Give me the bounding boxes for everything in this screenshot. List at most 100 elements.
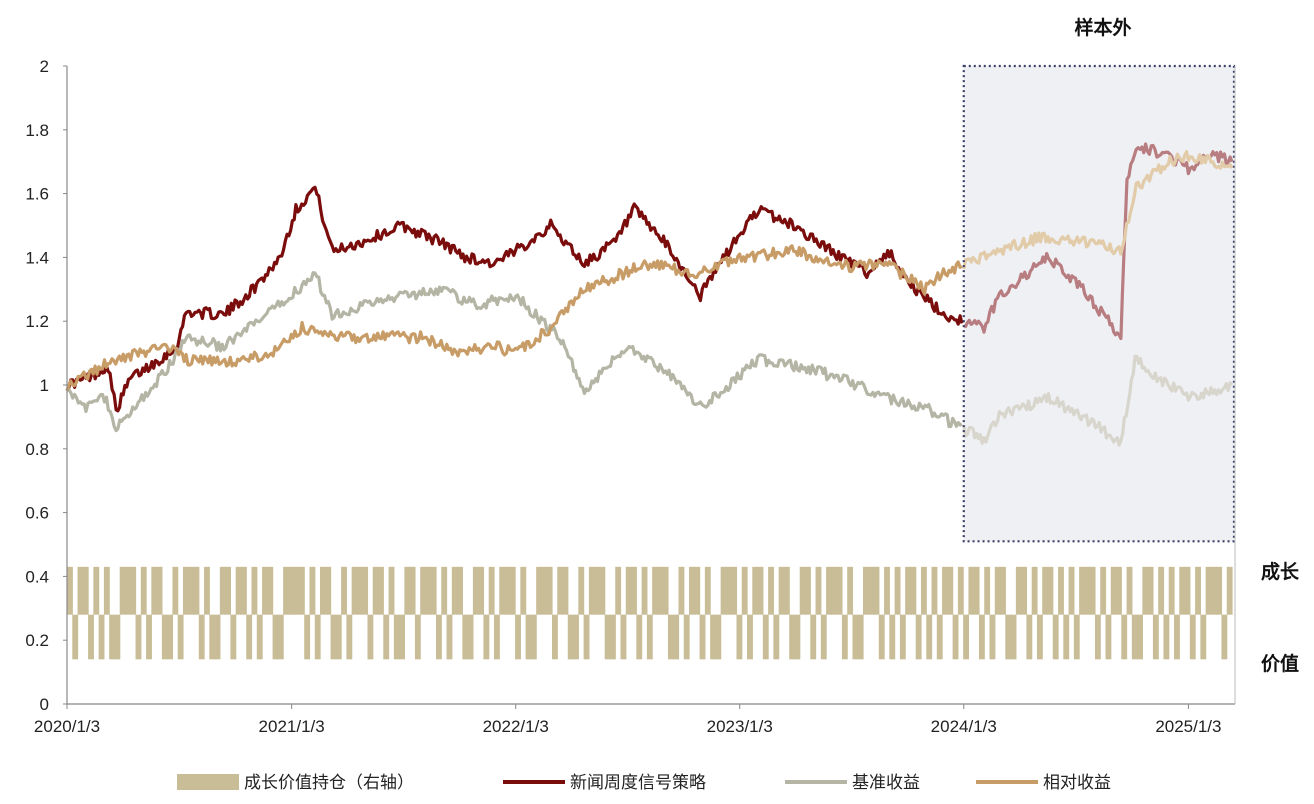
holding-bar — [551, 614, 558, 660]
holding-bar — [1147, 566, 1154, 615]
holding-bar — [978, 614, 985, 660]
holding-bar — [878, 614, 885, 660]
holding-bar — [77, 566, 84, 615]
holding-bar — [757, 566, 764, 615]
legend-label-strategy: 新闻周度信号策略 — [570, 773, 706, 793]
holding-bar — [256, 614, 263, 660]
holding-bar — [1010, 614, 1017, 660]
holding-bar — [346, 614, 353, 660]
legend: 成长价值持仓（右轴） 新闻周度信号策略 基准收益 相对收益 — [177, 773, 1111, 793]
holding-bar — [1189, 614, 1196, 660]
holding-bar — [815, 566, 822, 615]
holding-bar — [625, 566, 632, 615]
holding-bar — [124, 566, 131, 615]
holding-bar — [799, 566, 806, 615]
holding-bar — [351, 566, 358, 615]
holding-bar — [957, 566, 964, 615]
series-line-1 — [66, 271, 963, 433]
holding-bar — [1105, 614, 1112, 660]
holding-bar — [515, 614, 521, 660]
holding-bar — [457, 566, 463, 615]
holding-bar — [989, 614, 996, 660]
holding-bar — [973, 566, 980, 615]
x-tick-label: 2020/1/3 — [34, 717, 100, 736]
holding-bar — [1084, 566, 1091, 615]
holding-bar — [251, 566, 258, 615]
holding-bar — [567, 614, 574, 660]
holding-bar — [420, 566, 427, 615]
holding-bar — [399, 614, 405, 660]
y-tick-label: 1.2 — [25, 312, 49, 331]
series-line-0 — [65, 185, 964, 413]
y-tick-label: 0.6 — [25, 504, 49, 523]
holding-bar — [773, 614, 780, 660]
holding-bar — [488, 566, 495, 615]
legend-label-relative: 相对收益 — [1043, 773, 1111, 793]
holding-bar — [1047, 566, 1054, 615]
holding-bar — [557, 566, 564, 615]
holding-bar — [451, 566, 458, 615]
holding-bar — [1073, 614, 1080, 660]
holding-bar — [509, 566, 516, 615]
holding-bar — [1184, 566, 1191, 615]
holding-bar — [414, 614, 421, 660]
holding-bar — [293, 566, 300, 615]
holding-bar — [657, 566, 664, 615]
holding-bar — [240, 566, 247, 615]
holding-bar — [636, 614, 643, 660]
holding-bar — [446, 614, 453, 660]
holding-bar — [467, 614, 474, 660]
holding-bar — [167, 614, 174, 660]
holding-bar — [768, 566, 774, 615]
holding-bar — [1031, 566, 1038, 615]
y-tick-label: 1 — [40, 376, 49, 395]
holding-bar — [372, 566, 379, 615]
holding-bar — [683, 614, 690, 660]
holding-bar — [725, 566, 732, 615]
holding-bar — [942, 566, 948, 615]
y-tick-label: 1.6 — [25, 185, 49, 204]
holding-bar — [1200, 614, 1207, 660]
holding-bar — [1042, 566, 1049, 615]
holding-bar — [1121, 614, 1128, 660]
holding-bar — [225, 566, 232, 615]
right-axis-label-growth: 成长 — [1261, 560, 1300, 583]
holding-bar — [119, 566, 126, 615]
holding-bar — [235, 566, 242, 615]
holding-bar — [762, 614, 769, 660]
holding-bar — [1068, 566, 1075, 615]
holding-bar — [393, 614, 400, 660]
holding-bar — [177, 614, 184, 660]
holding-bar — [114, 614, 121, 660]
holding-bar — [805, 566, 811, 615]
y-tick-label: 0.2 — [25, 631, 49, 650]
holding-bar — [272, 614, 279, 660]
holding-bar — [741, 566, 748, 615]
series-line-oos-0 — [963, 142, 1234, 341]
holding-bar — [641, 566, 648, 615]
holding-bar — [673, 614, 680, 660]
series-line-oos-1 — [962, 354, 1234, 447]
holding-bar — [425, 566, 432, 615]
legend-swatch-holdings — [177, 774, 239, 790]
legend-label-holdings: 成长价值持仓（右轴） — [244, 773, 414, 793]
holding-bar — [704, 566, 711, 615]
holding-bar — [161, 614, 168, 660]
holding-bar — [1126, 566, 1133, 615]
holding-bar — [920, 566, 927, 615]
holding-bar — [1210, 566, 1217, 615]
y-tick-label: 1.8 — [25, 121, 49, 140]
x-tick-label: 2025/1/3 — [1155, 717, 1221, 736]
right-axis-label-value: 价值 — [1261, 652, 1299, 675]
holding-bar — [1226, 566, 1233, 615]
x-tick-label: 2023/1/3 — [707, 717, 773, 736]
holding-bar — [562, 566, 569, 615]
holding-bar — [499, 566, 506, 615]
holding-bar — [262, 566, 268, 615]
holding-bar — [594, 566, 601, 615]
holding-bar — [857, 614, 864, 660]
holding-bar — [910, 566, 917, 615]
holding-bar — [852, 614, 859, 660]
holding-bar — [831, 566, 838, 615]
holding-bar — [862, 566, 869, 615]
